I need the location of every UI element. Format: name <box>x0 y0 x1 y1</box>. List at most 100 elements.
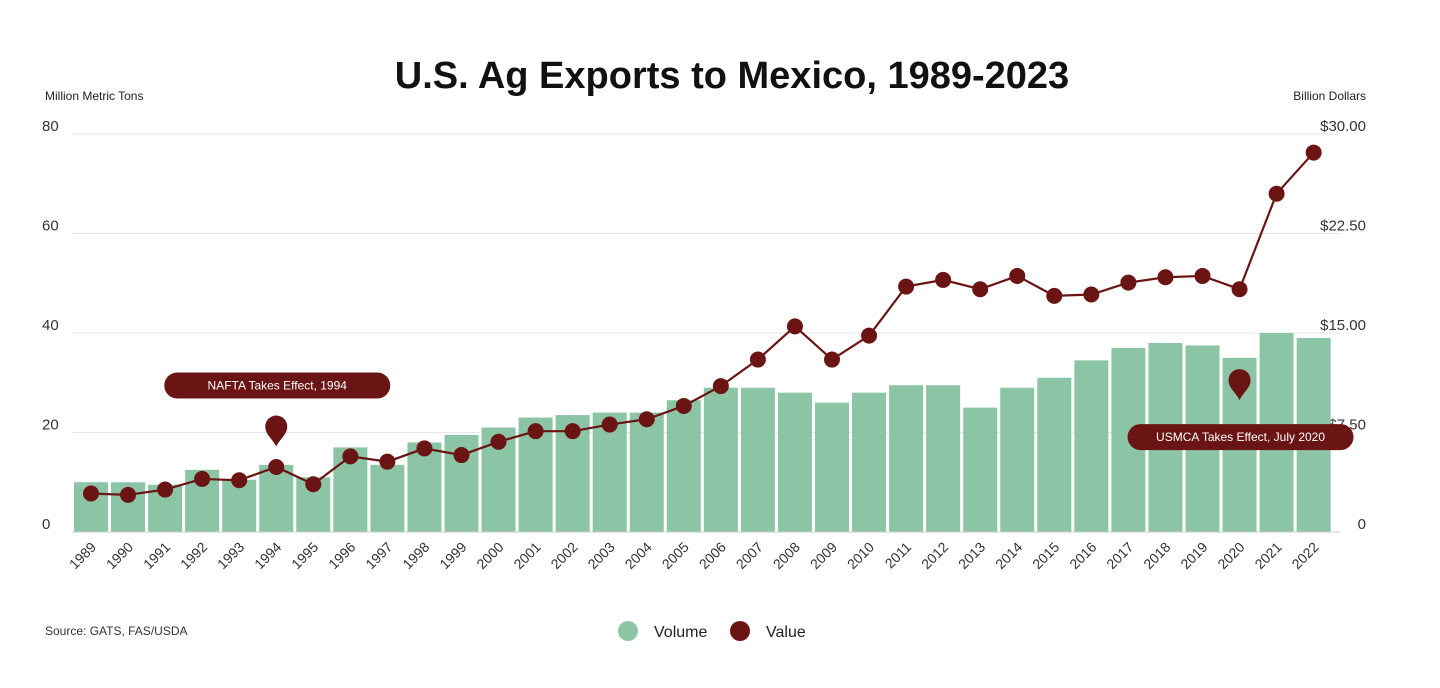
annotation-pin-icon <box>1228 369 1251 401</box>
volume-bar <box>740 387 775 532</box>
value-point <box>342 448 359 465</box>
value-point <box>1083 286 1100 303</box>
value-point <box>564 423 581 440</box>
annotation-pin-icon <box>265 415 288 447</box>
volume-bar <box>926 385 961 532</box>
legend-label: Volume <box>654 624 707 641</box>
volume-bar <box>222 479 257 532</box>
value-point <box>972 281 989 298</box>
annotation-pill <box>164 372 391 399</box>
volume-bar <box>666 400 701 532</box>
x-tick-label: 2019 <box>1177 539 1210 572</box>
value-point <box>1231 281 1248 298</box>
y-left-tick-label: 20 <box>42 417 59 434</box>
value-series-line <box>90 151 1315 496</box>
x-tick-label: 2013 <box>955 539 988 572</box>
value-point <box>1305 144 1322 161</box>
annotation-label: NAFTA Takes Effect, 1994 <box>208 379 348 393</box>
value-point <box>194 470 211 487</box>
chart-title: U.S. Ag Exports to Mexico, 1989-2023 <box>395 55 1069 97</box>
x-tick-label: 1998 <box>399 539 432 572</box>
x-tick-label: 2008 <box>770 539 803 572</box>
x-tick-label: 1992 <box>177 539 210 572</box>
x-tick-label: 2004 <box>622 539 655 572</box>
y-right-tick-label: 0 <box>1358 516 1366 533</box>
x-tick-label: 1989 <box>66 539 99 572</box>
volume-bar <box>852 392 887 532</box>
x-tick-label: 1994 <box>251 539 284 572</box>
value-point <box>416 440 433 457</box>
x-tick-label: 2007 <box>733 539 766 572</box>
value-point <box>1157 269 1174 286</box>
value-point <box>157 481 174 498</box>
value-point <box>453 447 470 464</box>
value-point <box>305 476 322 493</box>
value-point <box>1268 185 1285 202</box>
x-tick-label: 2010 <box>844 539 877 572</box>
value-point <box>1009 267 1026 284</box>
value-point <box>786 318 803 335</box>
value-point <box>83 485 99 502</box>
x-tick-label: 1997 <box>362 539 395 572</box>
volume-bar <box>629 412 664 532</box>
x-tick-label: 1991 <box>140 539 173 572</box>
x-tick-label: 2002 <box>547 539 580 572</box>
x-tick-label: 2000 <box>473 539 506 572</box>
x-tick-label: 2009 <box>807 539 840 572</box>
value-point <box>898 278 915 295</box>
value-point <box>527 423 544 440</box>
value-point <box>638 411 655 428</box>
x-axis-ticks: 1989 1990 1991 1992 1993 1994 1995 1996 1997 1998… <box>66 539 1322 572</box>
x-tick-label: 1995 <box>288 539 321 572</box>
x-tick-label: 2003 <box>584 539 617 572</box>
x-tick-label: 2018 <box>1140 539 1173 572</box>
value-point <box>1120 274 1137 291</box>
y-left-tick-label: 60 <box>42 218 59 235</box>
volume-bar <box>1000 387 1035 532</box>
y-left-tick-label: 0 <box>42 516 50 533</box>
annotations: NAFTA Takes Effect, 1994 USMCA Takes Effe… <box>164 369 1354 451</box>
legend-label: Value <box>766 624 806 641</box>
volume-bar <box>777 392 812 532</box>
source-note: Source: GATS, FAS/USDA <box>45 624 188 638</box>
x-tick-label: 2005 <box>659 539 692 572</box>
volume-bar <box>1074 360 1109 532</box>
annotation-pill <box>1127 424 1354 451</box>
x-tick-label: 1999 <box>436 539 469 572</box>
volume-bar <box>963 407 998 532</box>
y-left-tick-label: 80 <box>42 118 59 135</box>
value-point <box>1046 287 1063 304</box>
x-tick-label: 2011 <box>882 539 915 572</box>
volume-bar <box>889 385 924 532</box>
y-right-tick-label: $22.50 <box>1320 218 1366 235</box>
x-tick-label: 1993 <box>214 539 247 572</box>
x-tick-label: 2014 <box>992 539 1025 572</box>
value-point <box>935 271 952 288</box>
value-point <box>675 397 692 414</box>
x-tick-label: 2022 <box>1288 539 1321 572</box>
value-point <box>601 416 618 433</box>
x-tick-label: 2006 <box>696 539 729 572</box>
annotation-label: USMCA Takes Effect, July 2020 <box>1156 430 1325 444</box>
x-tick-label: 2001 <box>510 539 543 572</box>
legend-swatch <box>618 621 638 641</box>
volume-bar <box>407 442 442 532</box>
y-left-axis-title: Million Metric Tons <box>45 89 143 103</box>
volume-bar <box>1037 377 1072 532</box>
x-tick-label: 2020 <box>1214 539 1247 572</box>
x-tick-label: 2016 <box>1066 539 1099 572</box>
volume-bar <box>815 402 849 532</box>
y-right-axis-title: Billion Dollars <box>1293 89 1366 103</box>
value-point <box>231 472 248 489</box>
y-left-tick-label: 40 <box>42 317 59 334</box>
legend-swatch <box>730 621 750 641</box>
x-tick-label: 1996 <box>325 539 358 572</box>
legend: Volume Value <box>618 621 806 641</box>
value-point <box>379 453 396 470</box>
value-point <box>824 351 840 368</box>
volume-bars <box>74 333 1331 532</box>
value-point <box>120 486 137 503</box>
x-tick-label: 2017 <box>1103 539 1136 572</box>
value-point <box>1194 267 1211 284</box>
value-point <box>749 351 766 368</box>
